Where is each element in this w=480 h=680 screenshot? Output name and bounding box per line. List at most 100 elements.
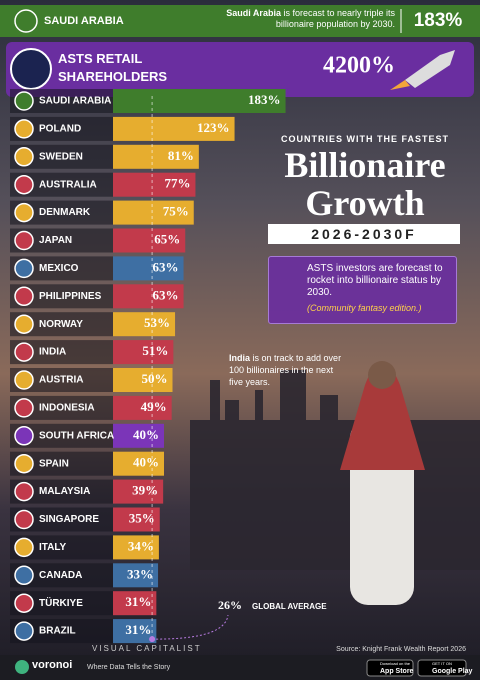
bar bbox=[113, 200, 194, 225]
value-label: 34% bbox=[128, 538, 154, 553]
flag-icon bbox=[14, 398, 34, 418]
annotation: India is on track to add over 100 billio… bbox=[229, 352, 349, 388]
flag-icon bbox=[14, 426, 34, 446]
kicker: COUNTRIES WITH THE FASTEST bbox=[280, 134, 449, 144]
flag-icon bbox=[14, 481, 34, 502]
bar bbox=[113, 340, 174, 365]
badge-text: App Store bbox=[380, 668, 414, 675]
category-label: MEXICO bbox=[39, 263, 79, 274]
rocket-flame bbox=[390, 80, 410, 90]
flag-icon bbox=[14, 174, 34, 195]
bar bbox=[113, 256, 184, 281]
skyline bbox=[190, 370, 480, 570]
badge-text: Google Play bbox=[432, 668, 473, 675]
flag-icon bbox=[14, 9, 38, 33]
brand-logo bbox=[15, 660, 29, 674]
title: Growth bbox=[305, 183, 425, 223]
category-label: SPAIN bbox=[39, 458, 69, 469]
bar bbox=[113, 479, 164, 504]
callout-text: ASTS investors are forecast to rocket in… bbox=[307, 263, 443, 298]
title: Billionaire bbox=[284, 145, 446, 185]
flag-icon bbox=[14, 537, 34, 558]
bar bbox=[113, 144, 199, 169]
value-label: 39% bbox=[132, 483, 158, 498]
rocket bbox=[405, 50, 455, 88]
google-play-badge[interactable] bbox=[417, 659, 467, 677]
value-label: 49% bbox=[141, 399, 167, 414]
bar bbox=[113, 535, 159, 560]
asts-name: ASTS RETAIL SHAREHOLDERS bbox=[58, 51, 168, 84]
value-label: 40% bbox=[133, 455, 159, 470]
flag-icon bbox=[14, 370, 34, 390]
category-label: JAPAN bbox=[39, 235, 72, 246]
category-label: SWEDEN bbox=[39, 151, 83, 162]
value-label: 65% bbox=[154, 231, 180, 246]
bar bbox=[113, 423, 164, 448]
label-box bbox=[10, 116, 113, 141]
value-label: 77% bbox=[164, 176, 190, 191]
flag-icon bbox=[14, 286, 34, 307]
flag-icon bbox=[14, 230, 34, 251]
flag-icon bbox=[14, 565, 34, 586]
bar bbox=[113, 591, 157, 616]
category-label: AUSTRIA bbox=[39, 375, 83, 386]
value-label: 183% bbox=[248, 92, 281, 107]
category-label: INDIA bbox=[39, 347, 66, 358]
annotation-bold: India bbox=[229, 353, 251, 363]
badge-small: GET IT ON bbox=[432, 661, 452, 666]
flag-icon bbox=[14, 202, 34, 223]
value-label: 33% bbox=[127, 566, 153, 581]
value-label: 53% bbox=[144, 315, 170, 330]
tagline: Where Data Tells the Story bbox=[87, 664, 171, 671]
category-label: SAUDI ARABIA bbox=[39, 96, 111, 107]
bar bbox=[113, 89, 286, 113]
flag-icon bbox=[14, 91, 34, 111]
badge-small: Download on the bbox=[380, 661, 411, 666]
asts-value: 4200% bbox=[323, 53, 395, 79]
app-store-badge[interactable] bbox=[366, 659, 414, 677]
bar bbox=[113, 451, 164, 476]
category-label: SOUTH AFRICA bbox=[39, 430, 114, 441]
category-label: PHILIPPINES bbox=[39, 291, 102, 302]
category-label: INDONESIA bbox=[39, 403, 95, 414]
callout-note: (Community fantasy edition.) bbox=[307, 303, 422, 313]
banner-text: Saudi Arabia is forecast to nearly tripl… bbox=[205, 8, 395, 30]
annotation-body: is on track to add over 100 billionaires… bbox=[229, 353, 342, 387]
flag-icon bbox=[14, 342, 34, 362]
flag-icon bbox=[14, 453, 34, 474]
value-label: 75% bbox=[163, 204, 189, 219]
category-label: DENMARK bbox=[39, 207, 91, 218]
bar bbox=[113, 228, 186, 253]
flag-icon bbox=[14, 593, 34, 613]
flag-icon bbox=[14, 147, 34, 167]
banner-body: is forecast to nearly triple its billion… bbox=[275, 8, 395, 29]
bar bbox=[113, 395, 172, 420]
bar bbox=[113, 284, 184, 309]
brand: voronoi bbox=[32, 659, 72, 671]
category-label: POLAND bbox=[39, 124, 81, 135]
value-label: 40% bbox=[133, 427, 159, 442]
flag-icon bbox=[14, 258, 34, 279]
bar bbox=[113, 312, 176, 337]
flag-icon bbox=[14, 314, 34, 334]
asts-banner-bg bbox=[6, 42, 474, 97]
reference-name: GLOBAL AVERAGE bbox=[252, 602, 327, 611]
category-label: SINGAPORE bbox=[39, 514, 99, 525]
value-label: 81% bbox=[168, 148, 194, 163]
category-label: NORWAY bbox=[39, 319, 83, 330]
category-label: BRAZIL bbox=[39, 626, 76, 637]
callout-box: ASTS investors are forecast to rocket in… bbox=[268, 256, 457, 324]
top-banner-bg bbox=[0, 5, 480, 37]
value-label: 35% bbox=[129, 510, 155, 525]
person bbox=[340, 361, 425, 605]
reference-arrow bbox=[156, 614, 229, 640]
category-label: TÜRKIYE bbox=[39, 596, 83, 609]
banner-country: SAUDI ARABIA bbox=[44, 15, 124, 27]
category-label: MALAYSIA bbox=[39, 486, 90, 497]
value-label: 51% bbox=[142, 343, 168, 358]
category-label: CANADA bbox=[39, 570, 82, 581]
value-label: 63% bbox=[153, 287, 179, 302]
bar bbox=[113, 563, 159, 588]
source: Source: Knight Frank Wealth Report 2026 bbox=[336, 646, 466, 653]
